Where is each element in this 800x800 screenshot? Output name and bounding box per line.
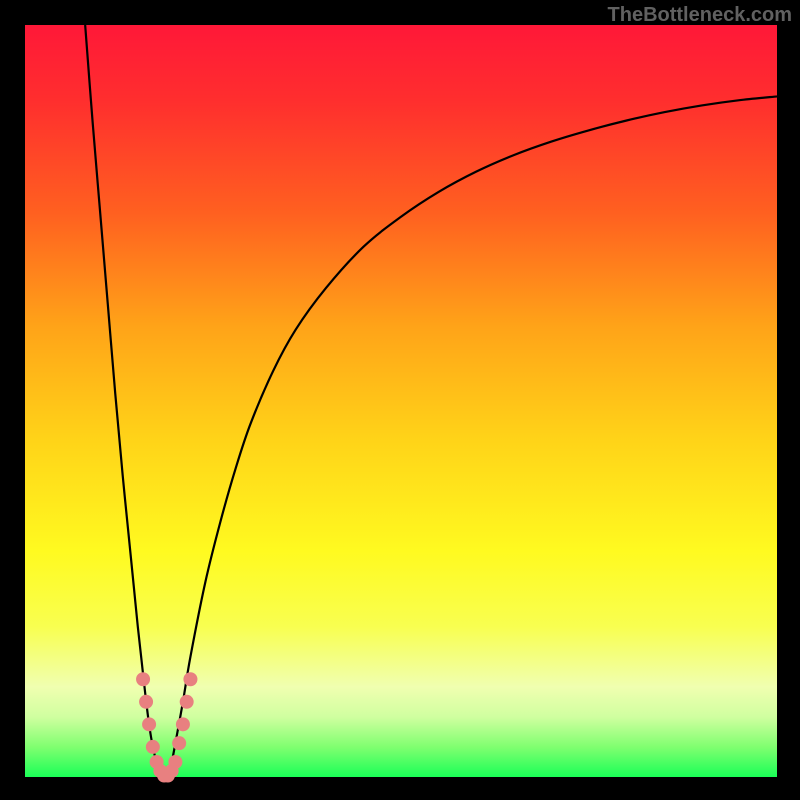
valley-marker: [142, 717, 156, 731]
watermark-text: TheBottleneck.com: [608, 4, 792, 27]
valley-marker: [139, 695, 153, 709]
valley-marker: [136, 672, 150, 686]
chart-container: TheBottleneck.com: [0, 0, 800, 800]
valley-marker: [172, 736, 186, 750]
valley-marker: [146, 740, 160, 754]
valley-marker: [168, 755, 182, 769]
valley-marker: [183, 672, 197, 686]
plot-background: [25, 25, 777, 777]
valley-marker: [176, 717, 190, 731]
valley-marker: [180, 695, 194, 709]
bottleneck-chart: [0, 0, 800, 800]
